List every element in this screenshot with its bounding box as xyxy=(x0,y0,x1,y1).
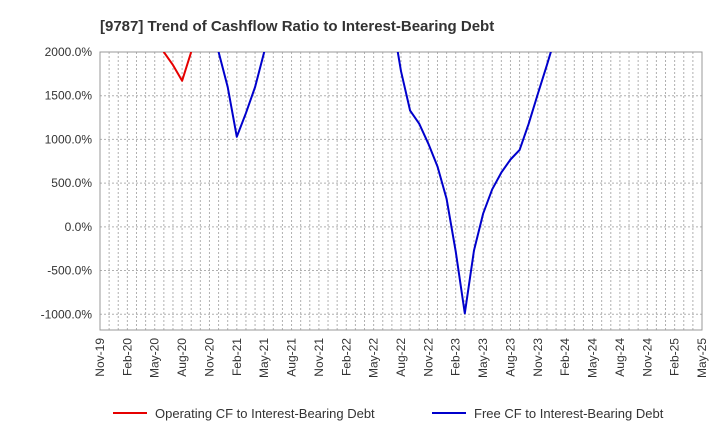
x-axis: Nov-19 Feb-20 May-20 Aug-20 Nov-20 Feb-21 May-… xyxy=(93,338,709,378)
x-tick-label: May-21 xyxy=(257,338,271,378)
series-layer xyxy=(162,52,552,315)
x-tick-label: Aug-22 xyxy=(394,338,408,377)
x-tick-label: Nov-23 xyxy=(531,338,545,377)
x-tick-label: Aug-20 xyxy=(175,338,189,377)
x-tick-label: Feb-24 xyxy=(558,338,572,376)
y-tick-label: 2000.0% xyxy=(45,45,93,59)
x-tick-label: Nov-21 xyxy=(312,338,326,377)
x-tick-label: Feb-22 xyxy=(339,338,353,376)
x-tick-label: Nov-19 xyxy=(93,338,107,377)
series-line-2 xyxy=(217,52,552,315)
x-tick-label: May-22 xyxy=(367,338,381,378)
x-tick-label: May-23 xyxy=(476,338,490,378)
x-tick-label: Nov-22 xyxy=(421,338,435,377)
x-tick-label: Feb-25 xyxy=(668,338,682,376)
x-tick-label: May-25 xyxy=(695,338,709,378)
legend-label: Free CF to Interest-Bearing Debt xyxy=(474,406,664,421)
x-tick-label: Aug-24 xyxy=(613,338,627,377)
x-tick-label: Aug-21 xyxy=(285,338,299,377)
grid-layer xyxy=(100,51,702,330)
y-tick-label: 500.0% xyxy=(51,176,92,190)
y-tick-label: -1000.0% xyxy=(41,307,93,321)
y-tick-label: -500.0% xyxy=(47,264,92,278)
x-tick-label: Aug-23 xyxy=(503,338,517,377)
x-tick-label: Feb-20 xyxy=(120,338,134,376)
y-axis: -1000.0% -500.0% 0.0% 500.0% 1000.0% 1500.0% 2… xyxy=(41,45,93,321)
series-line-1 xyxy=(162,52,193,82)
x-tick-label: May-20 xyxy=(148,338,162,378)
legend-label: Operating CF to Interest-Bearing Debt xyxy=(155,406,375,421)
plot-area xyxy=(99,51,703,331)
y-tick-label: 0.0% xyxy=(65,220,93,234)
x-tick-label: Nov-20 xyxy=(202,338,216,377)
x-tick-label: Feb-23 xyxy=(449,338,463,376)
x-tick-label: Feb-21 xyxy=(230,338,244,376)
chart-title: [9787] Trend of Cashflow Ratio to Intere… xyxy=(100,18,494,35)
legend: Operating CF to Interest-Bearing Debt Fre… xyxy=(113,406,664,421)
x-tick-label: May-24 xyxy=(586,338,600,378)
x-tick-label: Nov-24 xyxy=(640,338,654,377)
y-tick-label: 1000.0% xyxy=(45,132,93,146)
y-tick-label: 1500.0% xyxy=(45,89,93,103)
